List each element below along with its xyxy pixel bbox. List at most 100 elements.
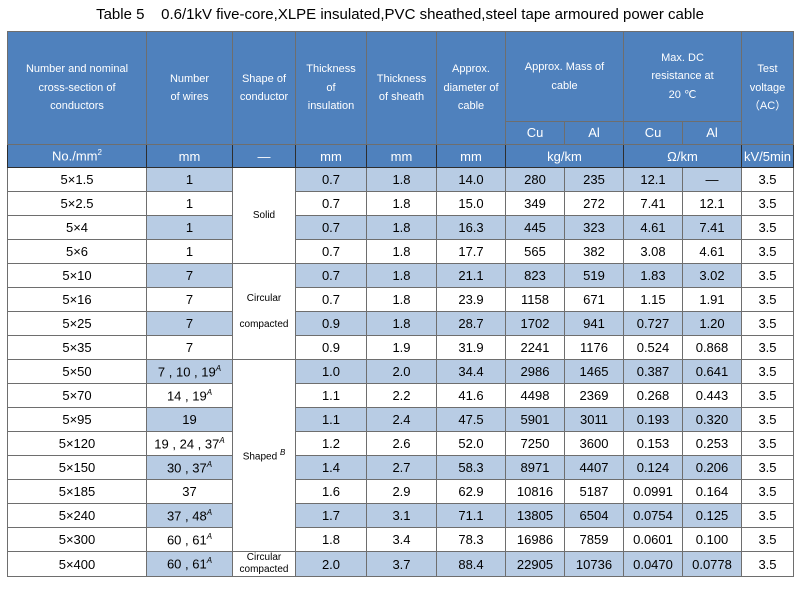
cell-res-al: 0.320 <box>682 407 742 432</box>
cell-shape-shaped: Shaped B <box>232 359 296 552</box>
wires-value: 1 <box>185 196 194 211</box>
cell-mass-al: 235 <box>564 167 624 192</box>
cell-diameter: 88.4 <box>436 551 506 577</box>
cell-voltage: 3.5 <box>741 311 794 336</box>
table-row: 5×240 37 , 48A 1.7 3.1 71.1 13805 6504 0.0754 0.… <box>7 503 794 528</box>
cell-diameter: 17.7 <box>436 239 506 264</box>
cell-diameter: 15.0 <box>436 191 506 216</box>
cell-insulation: 0.7 <box>295 287 367 312</box>
cell-wires: 7 <box>146 263 233 288</box>
cell-mass-al: 519 <box>564 263 624 288</box>
shape-label: Solid <box>252 209 276 221</box>
wires-footnote: A <box>219 435 225 445</box>
cell-res-cu: 0.0991 <box>623 479 683 504</box>
cell-voltage: 3.5 <box>741 383 794 408</box>
cell-sheath: 1.8 <box>366 287 437 312</box>
cell-sheath: 2.0 <box>366 359 437 384</box>
table-row: 5×185 37 1.6 2.9 62.9 10816 5187 0.0991 0.164 3.5 <box>7 479 794 504</box>
wires-value: 7 <box>185 268 194 283</box>
header-voltage: Test voltage （AC） <box>741 31 794 145</box>
cell-res-cu: 0.0601 <box>623 527 683 552</box>
table-row: 5×16 7 0.7 1.8 23.9 1158 671 1.15 1.91 3.5 <box>7 287 794 312</box>
cell-voltage: 3.5 <box>741 191 794 216</box>
cell-wires: 7 , 10 , 19A <box>146 359 233 384</box>
cell-size: 5×35 <box>7 335 147 360</box>
cell-res-cu: 0.153 <box>623 431 683 456</box>
cell-res-al: 1.91 <box>682 287 742 312</box>
cell-diameter: 71.1 <box>436 503 506 528</box>
cell-insulation: 1.7 <box>295 503 367 528</box>
cell-size: 5×4 <box>7 215 147 240</box>
cell-res-al: 0.100 <box>682 527 742 552</box>
cell-res-al: 0.125 <box>682 503 742 528</box>
unit-mass: kg/km <box>505 144 624 168</box>
cell-size: 5×50 <box>7 359 147 384</box>
cell-size: 5×95 <box>7 407 147 432</box>
cell-insulation: 0.7 <box>295 215 367 240</box>
wires-value: 60 , 61 <box>166 532 207 548</box>
cell-res-al: — <box>682 167 742 192</box>
wires-footnote: A <box>206 507 213 517</box>
wires-footnote: A <box>206 531 213 541</box>
wires-value: 37 , 48 <box>166 508 207 524</box>
cell-wires: 60 , 61A <box>146 527 233 552</box>
cell-sheath: 1.8 <box>366 239 437 264</box>
unit-wires: mm <box>146 144 233 168</box>
cell-res-cu: 0.524 <box>623 335 683 360</box>
table-row: 5×25 7 0.9 1.8 28.7 1702 941 0.727 1.20 3.5 <box>7 311 794 336</box>
wires-value: 14 , 19 <box>166 388 207 404</box>
cell-insulation: 1.1 <box>295 383 367 408</box>
cell-wires: 1 <box>146 239 233 264</box>
table-row: 5×35 7 0.9 1.9 31.9 2241 1176 0.524 0.868 3.5 <box>7 335 794 360</box>
cell-voltage: 3.5 <box>741 263 794 288</box>
cell-mass-cu: 349 <box>505 191 565 216</box>
header-sheath: Thickness of sheath <box>366 31 437 145</box>
cell-res-cu: 0.727 <box>623 311 683 336</box>
cell-mass-al: 671 <box>564 287 624 312</box>
cable-spec-table: Number and nominal cross-section of cond… <box>7 31 794 577</box>
cell-voltage: 3.5 <box>741 287 794 312</box>
table-body: 5×1.5 1 Solid 0.7 1.8 14.0 280 235 12.1—3.5 5×2.5… <box>7 167 794 577</box>
cell-insulation: 1.8 <box>295 527 367 552</box>
cell-diameter: 34.4 <box>436 359 506 384</box>
cell-sheath: 1.8 <box>366 167 437 192</box>
cell-insulation: 0.9 <box>295 311 367 336</box>
cell-res-cu: 7.41 <box>623 191 683 216</box>
table-row: 5×6 1 0.7 1.8 17.7 565 382 3.08 4.61 3.5 <box>7 239 794 264</box>
cell-mass-cu: 280 <box>505 167 565 192</box>
cell-voltage: 3.5 <box>741 335 794 360</box>
cell-mass-cu: 2986 <box>505 359 565 384</box>
wires-value: 60 , 61 <box>166 556 207 572</box>
cell-mass-cu: 22905 <box>505 551 565 577</box>
cell-insulation: 1.1 <box>295 407 367 432</box>
cell-res-cu: 0.268 <box>623 383 683 408</box>
cell-size: 5×10 <box>7 263 147 288</box>
unit-size: No./mm2 <box>7 144 147 168</box>
cell-res-al: 0.0778 <box>682 551 742 577</box>
cell-sheath: 1.8 <box>366 263 437 288</box>
cell-sheath: 2.6 <box>366 431 437 456</box>
cell-res-cu: 12.1 <box>623 167 683 192</box>
cell-mass-cu: 1158 <box>505 287 565 312</box>
shape-label: Circular <box>246 552 282 564</box>
cell-wires: 37 , 48A <box>146 503 233 528</box>
cell-diameter: 21.1 <box>436 263 506 288</box>
cell-size: 5×400 <box>7 551 147 577</box>
cell-voltage: 3.5 <box>741 503 794 528</box>
cell-diameter: 23.9 <box>436 287 506 312</box>
cell-size: 5×70 <box>7 383 147 408</box>
shape-label: Circular <box>246 292 282 304</box>
cell-insulation: 1.0 <box>295 359 367 384</box>
cell-mass-cu: 7250 <box>505 431 565 456</box>
cell-voltage: 3.5 <box>741 455 794 480</box>
cell-mass-al: 4407 <box>564 455 624 480</box>
unit-diameter: mm <box>436 144 506 168</box>
wires-value: 1 <box>185 220 194 235</box>
cell-size: 5×120 <box>7 431 147 456</box>
cell-mass-al: 10736 <box>564 551 624 577</box>
wires-value: 1 <box>185 244 194 259</box>
table-row: 5×95 19 1.1 2.4 47.5 5901 3011 0.193 0.320 3.5 <box>7 407 794 432</box>
cell-res-cu: 3.08 <box>623 239 683 264</box>
cell-sheath: 2.7 <box>366 455 437 480</box>
cell-wires: 1 <box>146 167 233 192</box>
